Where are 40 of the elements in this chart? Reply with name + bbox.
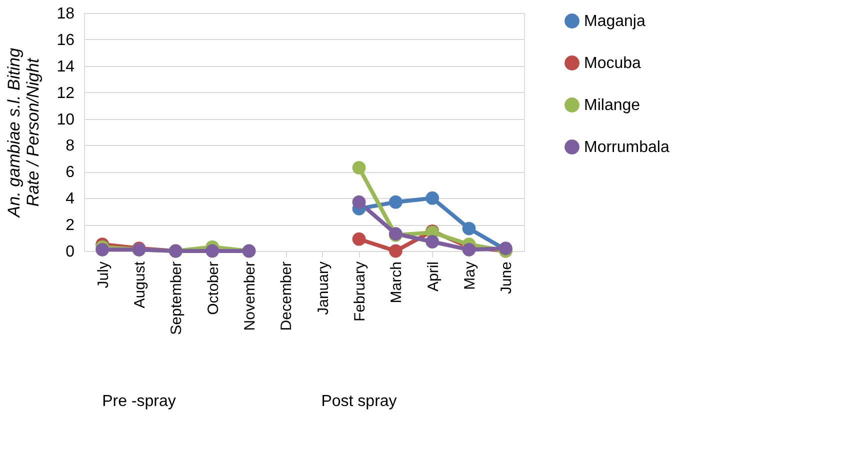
text: Pre -spray bbox=[102, 393, 176, 410]
point bbox=[206, 244, 220, 258]
point bbox=[388, 244, 402, 258]
y-axis-title: An. gambiae s.l. Biting Rate / Person/Night bbox=[4, 47, 43, 218]
x-tick-label: January bbox=[314, 261, 332, 315]
x-tick-label: February bbox=[352, 261, 368, 322]
text: Post spray bbox=[321, 393, 397, 410]
legend-label: Morrumbala bbox=[584, 139, 670, 156]
legend-label: Milange bbox=[584, 97, 640, 114]
y-tick-label: 12 bbox=[56, 84, 75, 102]
y-tick-label: 0 bbox=[66, 244, 75, 260]
point bbox=[388, 195, 402, 209]
y-tick-label: 2 bbox=[66, 217, 75, 234]
x-tick-label: October bbox=[204, 262, 222, 315]
point bbox=[352, 195, 366, 209]
legend-label: Maganja bbox=[584, 13, 646, 30]
point bbox=[426, 191, 440, 205]
x-tick-label: April bbox=[424, 262, 442, 292]
x-tick-label: July bbox=[94, 261, 112, 288]
x-tick-label: September bbox=[168, 261, 186, 335]
y-tick-label: 10 bbox=[56, 111, 75, 128]
y-tick-label: 18 bbox=[56, 6, 75, 22]
point bbox=[352, 161, 366, 174]
x-tick-label: May bbox=[462, 261, 478, 290]
y-tick-label: 8 bbox=[66, 138, 75, 155]
y-tick-label: 4 bbox=[66, 190, 75, 208]
point bbox=[426, 235, 440, 248]
x-tick-label: November bbox=[242, 262, 258, 331]
point bbox=[462, 222, 476, 236]
point bbox=[352, 232, 366, 246]
y-tick-label: 6 bbox=[66, 164, 75, 182]
x-tick-label: June bbox=[498, 262, 516, 294]
x-tick-label: March bbox=[388, 262, 406, 304]
y-tick-label: 16 bbox=[56, 32, 75, 49]
x-tick-label: August bbox=[132, 260, 148, 308]
legend-label: Mocuba bbox=[584, 55, 642, 72]
x-tick-label: December bbox=[278, 262, 296, 331]
point bbox=[462, 242, 476, 256]
point bbox=[96, 242, 110, 256]
y-tick-label: 14 bbox=[56, 58, 75, 76]
